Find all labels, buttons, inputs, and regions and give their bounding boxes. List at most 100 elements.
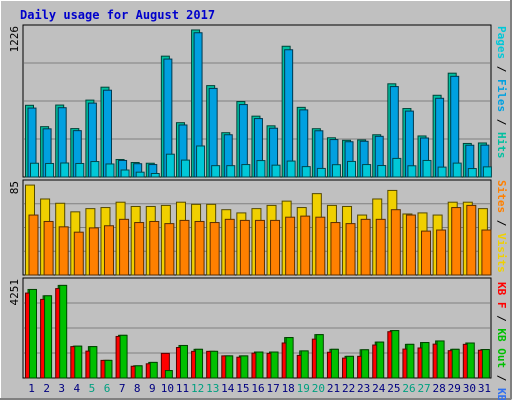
pages-bar xyxy=(211,165,221,178)
sites-bar xyxy=(315,216,326,276)
ymax-label-visits: 85 xyxy=(8,181,21,194)
kb-out-bar xyxy=(330,348,339,379)
legend-kb-out: KB Out xyxy=(495,328,508,368)
pages-bar xyxy=(271,164,281,178)
pages-bar xyxy=(301,166,311,178)
kb-out-bar xyxy=(255,351,264,379)
pages-bar xyxy=(180,159,190,178)
kb-out-bar xyxy=(89,346,98,379)
panel-visits-sites: 85 Sites / Visits xyxy=(8,179,508,276)
panel-kbytes: 4251 KB F / KB Out / KB In xyxy=(8,277,508,405)
x-tick-label: 17 xyxy=(266,382,279,395)
pages-bar xyxy=(347,160,357,178)
kb-out-bar xyxy=(29,288,37,379)
pages-bar xyxy=(30,162,39,178)
x-tick-label: 12 xyxy=(191,382,204,395)
kb-out-bar xyxy=(466,342,475,379)
x-tick-label: 22 xyxy=(342,382,355,395)
sites-bar xyxy=(254,219,265,276)
pages-bar xyxy=(165,153,175,178)
x-tick-label: 24 xyxy=(372,382,386,395)
pages-bar xyxy=(90,161,100,178)
chart-title: Daily usage for August 2017 xyxy=(20,8,215,22)
legend-kb-in: KB In xyxy=(495,388,508,400)
ymax-label-hits: 1226 xyxy=(8,26,21,53)
sites-bar xyxy=(239,219,250,276)
pages-bar xyxy=(331,164,341,178)
pages-bar xyxy=(482,166,492,178)
legend-files: Files xyxy=(495,79,508,112)
pages-bar xyxy=(135,171,145,178)
pages-bar xyxy=(196,145,206,178)
x-tick-label: 9 xyxy=(149,382,156,395)
x-tick-label: 10 xyxy=(161,382,174,395)
x-tick-label: 4 xyxy=(74,382,81,395)
sites-bar xyxy=(103,225,114,276)
kb-out-bar xyxy=(240,355,249,379)
kb-out-bar xyxy=(451,348,460,379)
sites-bar xyxy=(436,229,447,276)
sites-bar xyxy=(390,209,401,276)
x-tick-label: 8 xyxy=(134,382,141,395)
legend-sites: Sites xyxy=(495,180,508,213)
kb-out-bar xyxy=(119,334,128,379)
pages-bar xyxy=(150,172,160,178)
kb-out-bar xyxy=(391,330,400,379)
sites-bar xyxy=(194,220,205,276)
sites-bar xyxy=(179,219,190,276)
x-tick-label: 18 xyxy=(282,382,295,395)
sites-bar xyxy=(58,226,69,276)
pages-bar xyxy=(105,163,115,178)
x-tick-label: 3 xyxy=(58,382,65,395)
x-tick-label: 25 xyxy=(387,382,400,395)
kb-out-bar xyxy=(346,355,355,379)
kb-out-bar xyxy=(195,348,204,379)
sites-bar xyxy=(88,227,99,276)
legend-sep-2: / xyxy=(495,112,508,132)
pages-bar xyxy=(120,169,130,178)
x-axis-labels: 1 2 3 4 5 6 7 8 9 10 11 12 13 14 15 16 17 18 19 20 21 22 23 24 2… xyxy=(28,382,491,395)
kb-out-bar xyxy=(300,350,309,379)
sites-bar xyxy=(119,218,130,276)
legend-pages: Pages xyxy=(495,26,508,59)
legend-hits: Hits xyxy=(495,132,508,159)
kb-out-bar xyxy=(179,344,188,379)
x-tick-label: 21 xyxy=(327,382,340,395)
legend-visits-sites: Sites / Visits xyxy=(495,180,508,273)
pages-bar xyxy=(45,162,55,178)
sites-bar xyxy=(405,214,416,276)
kb-out-bar xyxy=(436,340,445,379)
kb-out-bar xyxy=(285,337,294,379)
kb-out-bar xyxy=(270,351,279,379)
sites-bar xyxy=(300,215,311,276)
sites-bar xyxy=(345,223,356,276)
sites-bar xyxy=(375,218,386,276)
x-tick-label: 28 xyxy=(433,382,446,395)
legend-kb-f: KB F xyxy=(495,282,508,309)
x-tick-label: 2 xyxy=(43,382,50,395)
kb-out-bar xyxy=(225,355,234,379)
kb-out-bar xyxy=(421,342,430,379)
kb-out-bar xyxy=(406,343,415,379)
files-bar xyxy=(435,97,445,178)
legend-sep-5: / xyxy=(495,368,508,388)
x-tick-label: 30 xyxy=(463,382,476,395)
sites-bar xyxy=(421,230,432,276)
x-tick-label: 23 xyxy=(357,382,370,395)
x-tick-label: 7 xyxy=(119,382,126,395)
x-tick-label: 27 xyxy=(417,382,430,395)
files-bar xyxy=(284,49,294,178)
kb-out-bar xyxy=(315,334,324,379)
pages-bar xyxy=(392,157,402,178)
pages-bar xyxy=(316,167,326,178)
pages-bar xyxy=(407,165,417,178)
x-tick-label: 29 xyxy=(448,382,461,395)
sites-bar xyxy=(134,222,145,276)
kb-out-bar xyxy=(134,365,143,379)
pages-bar xyxy=(377,165,387,178)
x-tick-label: 6 xyxy=(104,382,111,395)
x-tick-label: 14 xyxy=(221,382,235,395)
files-bar xyxy=(208,87,218,178)
kb-out-bar xyxy=(361,349,370,379)
pages-bar xyxy=(256,160,266,178)
